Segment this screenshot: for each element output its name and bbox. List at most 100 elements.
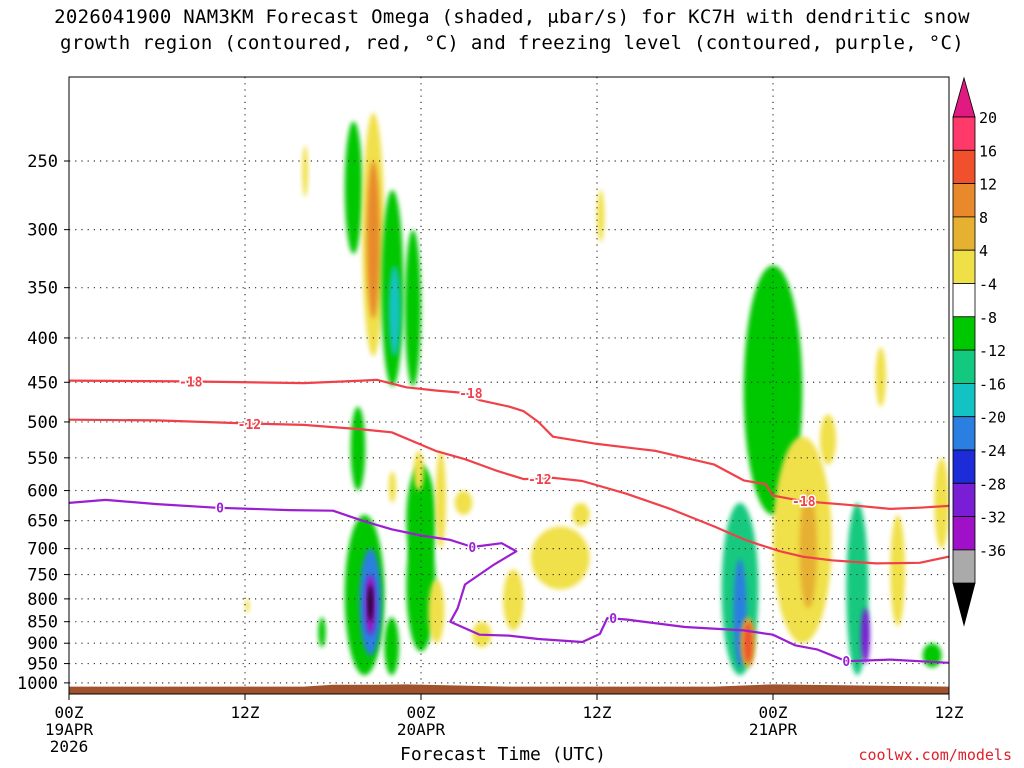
colorbar-swatch-9 bbox=[952, 416, 976, 451]
omega-cell-33 bbox=[799, 490, 817, 609]
colorbar-label-8: -16 bbox=[979, 375, 1006, 393]
y-tick-label-950: 950 bbox=[27, 655, 58, 675]
y-axis: 2503003504004505005506006507007508008509… bbox=[17, 152, 69, 694]
y-tick-label-650: 650 bbox=[27, 512, 58, 532]
omega-cell-23 bbox=[531, 526, 590, 590]
y-tick-label-500: 500 bbox=[27, 413, 58, 433]
omega-cell-25 bbox=[245, 598, 250, 613]
y-tick-label-600: 600 bbox=[27, 482, 58, 502]
omega-cell-5 bbox=[404, 229, 421, 387]
y-tick-label-750: 750 bbox=[27, 566, 58, 586]
contour-line-1 bbox=[69, 418, 949, 565]
colorbar-swatch-5 bbox=[952, 283, 976, 318]
y-tick-label-350: 350 bbox=[27, 279, 58, 299]
contour-label-1-0: -12 bbox=[238, 418, 261, 433]
colorbar-label-7: -12 bbox=[979, 342, 1006, 360]
colorbar-bottom-arrow bbox=[952, 582, 976, 627]
plot-frame bbox=[68, 76, 950, 695]
contour-label-2-1: 0 bbox=[468, 541, 476, 556]
omega-cell-24 bbox=[572, 502, 590, 527]
omega-cell-11 bbox=[368, 584, 373, 622]
x-tick-label-60-0: 12Z bbox=[935, 703, 964, 722]
y-tick-label-900: 900 bbox=[27, 634, 58, 654]
colorbar-label-6: -8 bbox=[979, 309, 997, 327]
y-tick-label-1000: 1000 bbox=[17, 674, 58, 694]
contour-label-0-0: -18 bbox=[179, 375, 203, 390]
colorbar-swatch-11 bbox=[952, 482, 976, 517]
colorbar-swatch-8 bbox=[952, 382, 976, 418]
colorbar-label-10: -24 bbox=[979, 442, 1006, 460]
colorbar-swatch-0 bbox=[952, 116, 976, 151]
colorbar-label-3: 8 bbox=[979, 209, 988, 227]
contour-label-0-1: -18 bbox=[459, 387, 483, 402]
y-tick-label-450: 450 bbox=[27, 373, 58, 393]
omega-cell-19 bbox=[428, 579, 445, 644]
y-tick-label-400: 400 bbox=[27, 329, 58, 349]
omega-cell-18 bbox=[435, 450, 446, 549]
omega-cell-39 bbox=[934, 457, 949, 549]
x-tick-label-0-2: 2026 bbox=[50, 737, 89, 756]
colorbar-label-4: 4 bbox=[979, 242, 988, 260]
colorbar-swatch-10 bbox=[952, 449, 976, 484]
x-tick-label-0-1: 19APR bbox=[45, 720, 94, 739]
omega-cell-12 bbox=[384, 617, 399, 676]
terrain-fill bbox=[69, 684, 949, 694]
omega-cell-17 bbox=[388, 471, 397, 503]
colorbar-swatch-7 bbox=[952, 349, 976, 384]
y-tick-label-700: 700 bbox=[27, 540, 58, 560]
x-tick-label-12-0: 12Z bbox=[231, 703, 260, 722]
contour-line-0 bbox=[69, 378, 949, 510]
omega-cell-37 bbox=[890, 514, 906, 627]
credit-text: coolwx.com/models bbox=[858, 746, 1012, 764]
contour-label-2-3: 0 bbox=[842, 655, 850, 670]
colorbar-swatch-2 bbox=[952, 183, 976, 218]
contour-layer: -18 -18 -18 -12 -12 0 0 0 0 bbox=[69, 374, 949, 672]
omega-cell-22 bbox=[503, 569, 524, 631]
colorbar-label-5: -4 bbox=[979, 276, 997, 294]
y-tick-label-800: 800 bbox=[27, 590, 58, 610]
colorbar-swatch-6 bbox=[952, 316, 976, 351]
omega-cell-36 bbox=[861, 608, 870, 664]
contour-label-2-2: 0 bbox=[609, 612, 617, 627]
omega-cell-21 bbox=[454, 490, 473, 515]
colorbar: 20 16 12 8 4 -4 -8 -12 -16 -20 -24 -28 -32 -36 bbox=[952, 76, 1006, 627]
omega-cell-0 bbox=[302, 145, 309, 197]
colorbar-label-12: -32 bbox=[979, 509, 1006, 527]
contour-label-2-0: 0 bbox=[216, 502, 224, 517]
colorbar-label-0: 20 bbox=[979, 109, 997, 127]
omega-cell-26 bbox=[597, 189, 605, 242]
omega-cell-1 bbox=[344, 121, 363, 254]
x-tick-label-0-0: 00Z bbox=[55, 703, 84, 722]
colorbar-swatch-13 bbox=[952, 549, 976, 584]
x-tick-label-48-0: 00Z bbox=[759, 703, 788, 722]
colorbar-swatch-3 bbox=[952, 216, 976, 251]
colorbar-swatch-4 bbox=[952, 249, 976, 284]
colorbar-label-9: -20 bbox=[979, 409, 1006, 427]
y-tick-label-250: 250 bbox=[27, 152, 58, 172]
colorbar-label-11: -28 bbox=[979, 475, 1006, 493]
colorbar-top-arrow bbox=[952, 76, 976, 118]
omega-cell-34 bbox=[819, 414, 837, 465]
y-tick-label-850: 850 bbox=[27, 613, 58, 633]
contour-label-0-2: -18 bbox=[792, 495, 816, 510]
x-tick-label-24-1: 20APR bbox=[397, 720, 446, 739]
y-tick-label-550: 550 bbox=[27, 449, 58, 469]
terrain-layer bbox=[69, 684, 949, 694]
contour-label-1-1: -12 bbox=[528, 473, 551, 488]
chart-title-line2: growth region (contoured, red, °C) and f… bbox=[60, 32, 964, 54]
omega-cell-3 bbox=[366, 161, 380, 319]
omega-cell-6 bbox=[388, 265, 401, 357]
omega-cell-16 bbox=[413, 450, 424, 491]
omega-cell-7 bbox=[350, 406, 366, 491]
x-tick-label-36-0: 12Z bbox=[583, 703, 612, 722]
chart-title-line1: 2026041900 NAM3KM Forecast Omega (shaded… bbox=[54, 6, 970, 28]
x-axis-title: Forecast Time (UTC) bbox=[400, 744, 606, 765]
colorbar-swatch-1 bbox=[952, 149, 976, 185]
x-tick-label-24-0: 00Z bbox=[407, 703, 436, 722]
x-tick-label-48-1: 21APR bbox=[749, 720, 798, 739]
colorbar-swatch-12 bbox=[952, 516, 976, 551]
contour-line-2 bbox=[69, 498, 949, 664]
colorbar-label-13: -36 bbox=[979, 542, 1006, 560]
